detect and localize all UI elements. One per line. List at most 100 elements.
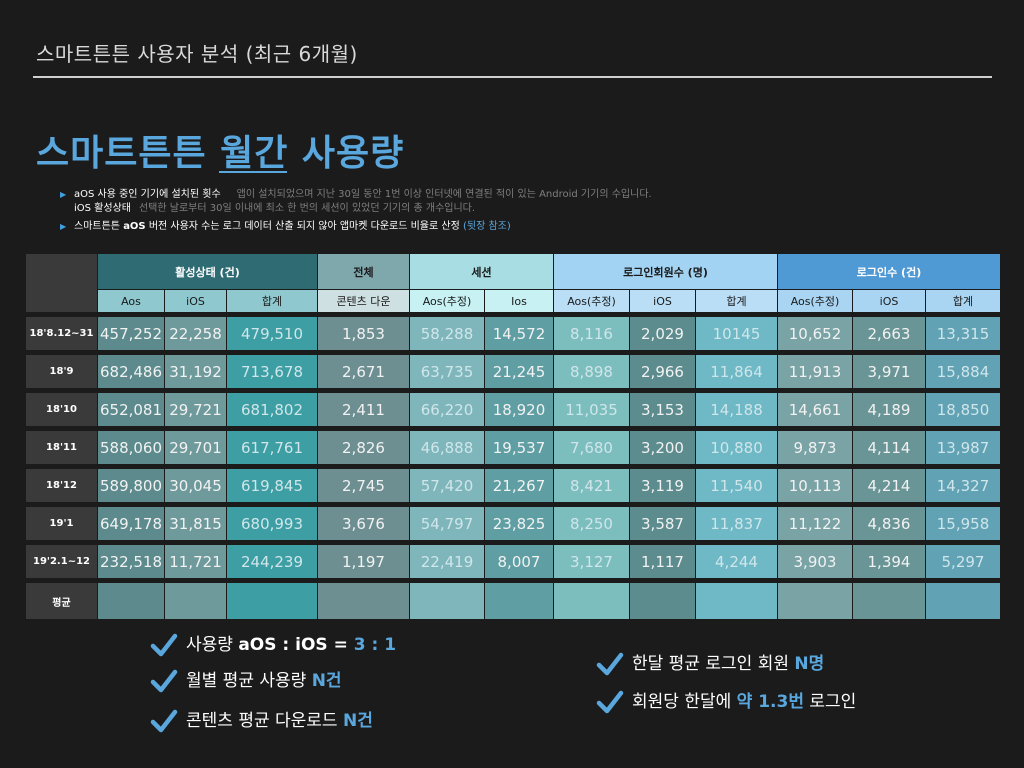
table-cell: 11,837 xyxy=(695,506,778,541)
column-header: 합계 xyxy=(925,289,1001,313)
table-cell xyxy=(925,582,1001,620)
table-cell: 4,214 xyxy=(852,468,926,503)
usage-table: 활성상태 (건) 전체 세션 로그인회원수 (명) 로그인수 (건) Aos i… xyxy=(25,253,1001,620)
summary-text: 사용량 xyxy=(186,635,239,655)
table-cell: 8,250 xyxy=(553,506,630,541)
table-cell: 8,421 xyxy=(553,468,630,503)
column-header: iOS xyxy=(852,289,926,313)
row-label: 18'9 xyxy=(25,354,98,389)
note-link: (뒷장 참조) xyxy=(462,221,511,232)
table-cell: 2,826 xyxy=(317,430,410,465)
bullet-desc: 선택한 날로부터 30일 이내에 최소 한 번의 세션이 있었던 기기의 총 개… xyxy=(138,203,476,214)
table-row: 18'10 652,081 29,721 681,802 2,411 66,220 18,9… xyxy=(25,392,1001,427)
table-row: 18'9 682,486 31,192 713,678 2,671 63,735 21,24… xyxy=(25,354,1001,389)
row-label: 18'11 xyxy=(25,430,98,465)
summary-text: 월별 평균 사용량 xyxy=(186,671,312,691)
table-cell: 18,850 xyxy=(925,392,1001,427)
table-cell: 4,114 xyxy=(852,430,926,465)
summary-highlight: N건 xyxy=(342,711,373,731)
column-header: Aos(추정) xyxy=(553,289,630,313)
table-cell: 13,987 xyxy=(925,430,1001,465)
table-cell xyxy=(226,582,318,620)
table-cell: 1,853 xyxy=(317,316,410,351)
summary-monthly-usage: 월별 평균 사용량 N건 xyxy=(150,669,396,693)
group-header: 세션 xyxy=(409,253,554,290)
table-cell: 2,663 xyxy=(852,316,926,351)
table-cell: 681,802 xyxy=(226,392,318,427)
table-cell: 1,394 xyxy=(852,544,926,579)
column-header: Aos xyxy=(97,289,165,313)
table-cell: 1,197 xyxy=(317,544,410,579)
table-cell: 11,122 xyxy=(777,506,853,541)
column-header: 합계 xyxy=(226,289,318,313)
table-cell: 30,045 xyxy=(164,468,227,503)
row-label: 평균 xyxy=(25,582,98,620)
table-cell: 244,239 xyxy=(226,544,318,579)
summary-content-download: 콘텐츠 평균 다운로드 N건 xyxy=(150,709,396,733)
table-cell: 23,825 xyxy=(484,506,554,541)
table-cell: 232,518 xyxy=(97,544,165,579)
table-cell: 29,721 xyxy=(164,392,227,427)
title-divider xyxy=(33,76,992,78)
group-header: 전체 xyxy=(317,253,410,290)
table-cell: 14,661 xyxy=(777,392,853,427)
table-cell: 10,652 xyxy=(777,316,853,351)
column-header: iOS xyxy=(164,289,227,313)
table-cell: 4,189 xyxy=(852,392,926,427)
checkmark-icon xyxy=(596,652,624,676)
table-cell: 9,873 xyxy=(777,430,853,465)
definition-bullets: ▶ aOS 사용 중인 기기에 설치된 횟수 앱이 설치되었으며 지난 30일 동… xyxy=(60,188,652,234)
table-cell: 15,958 xyxy=(925,506,1001,541)
table-cell: 682,486 xyxy=(97,354,165,389)
table-cell: 54,797 xyxy=(409,506,485,541)
table-row: 18'11 588,060 29,701 617,761 2,826 46,888 19,5… xyxy=(25,430,1001,465)
row-label: 19'2.1~12 xyxy=(25,544,98,579)
table-cell: 63,735 xyxy=(409,354,485,389)
table-cell: 11,540 xyxy=(695,468,778,503)
table-cell: 479,510 xyxy=(226,316,318,351)
table-cell: 14,327 xyxy=(925,468,1001,503)
table-cell: 3,127 xyxy=(553,544,630,579)
bullet-aos-definition: ▶ aOS 사용 중인 기기에 설치된 횟수 앱이 설치되었으며 지난 30일 동… xyxy=(60,188,652,202)
table-cell: 3,119 xyxy=(629,468,696,503)
table-cell: 1,117 xyxy=(629,544,696,579)
table-cell: 10,113 xyxy=(777,468,853,503)
group-header: 활성상태 (건) xyxy=(97,253,318,290)
table-cell: 15,884 xyxy=(925,354,1001,389)
row-label: 19'1 xyxy=(25,506,98,541)
table-cell xyxy=(852,582,926,620)
table-cell: 2,411 xyxy=(317,392,410,427)
table-cell: 31,192 xyxy=(164,354,227,389)
table-cell: 8,007 xyxy=(484,544,554,579)
checkmark-icon xyxy=(150,709,178,733)
column-header: Ios xyxy=(484,289,554,313)
table-cell: 2,745 xyxy=(317,468,410,503)
table-cell: 22,419 xyxy=(409,544,485,579)
column-header: iOS xyxy=(629,289,696,313)
triangle-bullet-icon: ▶ xyxy=(60,190,67,199)
table-cell xyxy=(97,582,165,620)
table-cell: 7,680 xyxy=(553,430,630,465)
group-header: 로그인회원수 (명) xyxy=(553,253,778,290)
table-cell: 46,888 xyxy=(409,430,485,465)
table-cell: 21,267 xyxy=(484,468,554,503)
slide-title: 스마트튼튼 사용자 분석 (최근 6개월) xyxy=(36,42,358,66)
table-cell: 713,678 xyxy=(226,354,318,389)
table-cell: 588,060 xyxy=(97,430,165,465)
table-cell: 11,035 xyxy=(553,392,630,427)
table-cell: 11,913 xyxy=(777,354,853,389)
table-cell: 10145 xyxy=(695,316,778,351)
table-cell xyxy=(484,582,554,620)
table-row: 18'12 589,800 30,045 619,845 2,745 57,420 21,2… xyxy=(25,468,1001,503)
table-body: 18'8.12~31 457,252 22,258 479,510 1,853 58,28… xyxy=(25,316,1001,583)
summary-highlight: 3 : 1 xyxy=(353,635,397,655)
main-title: 스마트튼튼 월간 사용량 xyxy=(36,124,404,176)
column-header: Aos(추정) xyxy=(409,289,485,313)
table-row: 19'1 649,178 31,815 680,993 3,676 54,797 23,82… xyxy=(25,506,1001,541)
table-corner xyxy=(25,253,98,313)
bullet-aos-note: ▶ 스마트튼튼 aOS 버전 사용자 수는 로그 데이터 산출 되지 않아 앱마… xyxy=(60,220,652,234)
table-sub-header: Aos iOS 합계 콘텐츠 다운 Aos(추정) Ios Aos(추정) iO… xyxy=(26,289,1001,313)
main-title-part2: 월간 xyxy=(220,133,289,174)
table-row: 18'8.12~31 457,252 22,258 479,510 1,853 58,28… xyxy=(25,316,1001,351)
